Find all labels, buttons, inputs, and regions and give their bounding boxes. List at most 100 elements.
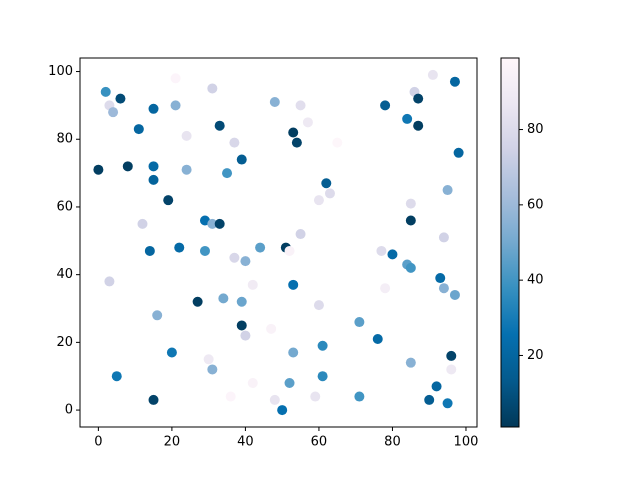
point [192,296,203,307]
y-tick-label: 100 [48,64,73,79]
point [122,161,133,172]
y-tick-label: 40 [56,267,73,282]
point [229,137,240,148]
point [376,245,387,256]
y-tick-label: 20 [56,335,73,350]
point [148,161,159,172]
colorbar [500,57,520,428]
point [291,137,302,148]
point [313,195,324,206]
colorbar-tick-label: 80 [527,122,544,137]
point [313,300,324,311]
x-tick-label: 20 [164,435,181,450]
point [413,93,424,104]
point [317,340,328,351]
point [163,195,174,206]
point [93,164,104,175]
point [288,279,299,290]
point [218,293,229,304]
colorbar-tick-label: 40 [527,273,544,288]
point [354,391,365,402]
x-tick-label: 0 [94,435,102,450]
x-tick-label: 100 [454,435,479,450]
point [442,398,453,409]
point [354,317,365,328]
point [207,364,218,375]
point [207,83,218,94]
point [255,242,266,253]
point [152,310,163,321]
point [324,188,335,199]
point [295,100,306,111]
point [144,245,155,256]
y-tick-label: 0 [65,403,73,418]
point [181,130,192,141]
point [288,127,299,138]
point [332,137,343,148]
point [449,76,460,87]
point [302,117,313,128]
point [284,377,295,388]
y-tick-label: 80 [56,132,73,147]
point [405,215,416,226]
point [170,100,181,111]
x-tick-label: 40 [237,435,254,450]
x-tick-label: 80 [384,435,401,450]
point [442,185,453,196]
point [240,256,251,267]
point [317,371,328,382]
colorbar-tick-label: 60 [527,197,544,212]
point [137,218,148,229]
point [111,371,122,382]
point [148,394,159,405]
point [424,394,435,405]
point [236,296,247,307]
point [181,164,192,175]
point [427,69,438,80]
point [269,97,280,108]
point [133,124,144,135]
point [380,100,391,111]
colorbar-tick-label: 20 [527,348,544,363]
point [288,347,299,358]
point [225,391,236,402]
point [372,333,383,344]
point [214,120,225,131]
point [148,174,159,185]
plot-area [93,69,464,416]
point [108,107,119,118]
point [321,178,332,189]
axes-frame [79,57,478,428]
point [240,330,251,341]
point [115,93,126,104]
point [387,249,398,260]
point [295,229,306,240]
x-tick-label: 60 [311,435,328,450]
point [435,273,446,284]
point [413,120,424,131]
point [166,347,177,358]
point [453,147,464,158]
point [438,283,449,294]
point [449,289,460,300]
point [405,262,416,273]
point [236,320,247,331]
point [266,323,277,334]
point [310,391,321,402]
point [222,168,233,179]
point [438,232,449,243]
point [446,350,457,361]
point [405,357,416,368]
point [269,394,280,405]
point [104,276,115,287]
point [247,279,258,290]
point [380,283,391,294]
point [431,381,442,392]
point [203,354,214,365]
point [405,198,416,209]
point [170,73,181,84]
point [214,218,225,229]
point [446,364,457,375]
point [229,252,240,263]
